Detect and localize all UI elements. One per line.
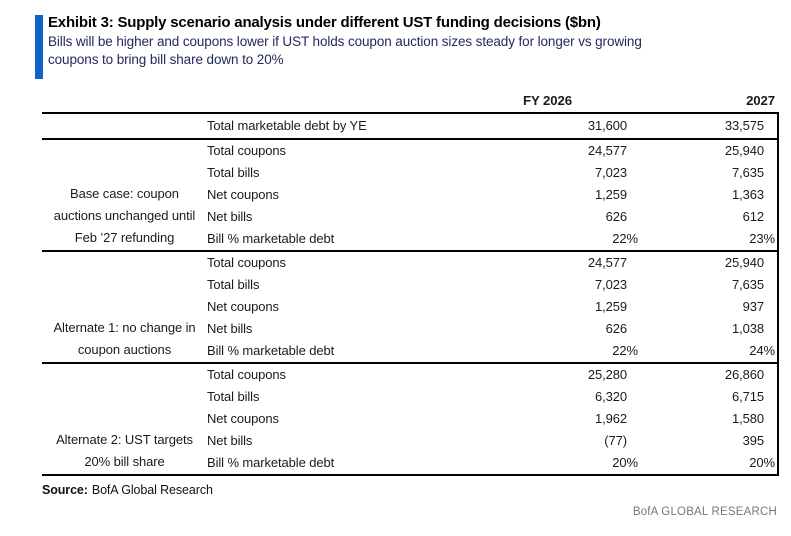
metric-cell: Bill % marketable debt [207,340,455,364]
metric-cell: Total marketable debt by YE [207,112,455,140]
value-2027: 7,635 [640,162,779,184]
table-row: Alternate 1: no change in coupon auction… [42,251,779,364]
table-row: Total bills 6,320 6,715 [42,386,779,408]
exhibit-header: Exhibit 3: Supply scenario analysis unde… [35,13,777,79]
value-2027: 612 [640,206,779,228]
metric-cell: Total coupons [207,367,286,382]
table-row: Total bills 7,023 7,635 [42,162,779,184]
value-fy2026: 24,577 [587,143,627,158]
brand-line: BofA GLOBAL RESEARCH [632,506,777,518]
scenario-alternate-1: Alternate 1: no change in coupon auction… [42,251,779,364]
metric-cell: Bill % marketable debt [207,452,455,476]
total-debt-section: Total marketable debt by YE 31,600 33,57… [42,112,779,140]
value-fy2026: 25,280 [587,367,627,382]
table-row: Net bills 626 612 [42,206,779,228]
metric-cell: Total coupons [207,255,286,270]
value-2027: 24% [640,340,779,364]
metric-cell: Net coupons [207,187,279,202]
metric-cell: Net coupons [207,299,279,314]
metric-cell: Total coupons [207,143,286,158]
value-2027: 6,715 [640,386,779,408]
source-line: Source: BofA Global Research [42,483,791,497]
metric-cell: Total bills [207,389,260,404]
scenario-label: Alternate 2: UST targets 20% bill share [42,363,207,476]
table-row: Net coupons 1,259 937 [42,296,779,318]
metric-cell: Total bills [207,277,260,292]
empty-label-cell [42,112,207,140]
metric-cell: Bill % marketable debt [207,228,455,252]
table-row: Total marketable debt by YE 31,600 33,57… [42,112,779,140]
value-2027: 25,940 [640,251,779,274]
scenario-base-case: Base case: coupon auctions unchanged unt… [42,139,779,252]
scenario-alternate-2: Alternate 2: UST targets 20% bill share … [42,363,779,476]
table-row: Net bills (77) 395 [42,430,779,452]
metric-cell: Net bills [207,433,253,448]
table-row: Alternate 2: UST targets 20% bill share … [42,363,779,476]
table-row: Net coupons 1,259 1,363 [42,184,779,206]
value-fy2026: 22% [455,228,640,252]
table-row: Base case: coupon auctions unchanged unt… [42,139,779,252]
exhibit-subtitle: Bills will be higher and coupons lower i… [48,34,642,67]
metric-cell: Net bills [207,321,253,336]
accent-bar [35,15,43,79]
value-fy2026: 1,962 [594,411,627,426]
header-spacer-metric [207,90,455,113]
table-row: Bill % marketable debt 22% 24% [42,340,779,364]
value-fy2026: 626 [605,209,627,224]
table-row: Total bills 7,023 7,635 [42,274,779,296]
value-fy2026: 6,320 [594,389,627,404]
value-2027: 7,635 [640,274,779,296]
value-fy2026: 1,259 [594,187,627,202]
metric-cell: Net coupons [207,411,279,426]
supply-scenario-table: FY 2026 2027 Total marketable debt by YE… [42,90,779,476]
value-2027: 1,038 [640,318,779,340]
value-fy2026: 20% [455,452,640,476]
value-fy2026: 31,600 [455,112,640,140]
source-label: Source: [42,483,88,497]
metric-cell: Total bills [207,165,260,180]
header-spacer-label [42,90,207,113]
table-row: Net bills 626 1,038 [42,318,779,340]
table-row: Net coupons 1,962 1,580 [42,408,779,430]
header-row: FY 2026 2027 [42,90,778,113]
value-2027: 25,940 [640,139,779,162]
value-fy2026: 22% [455,340,640,364]
value-fy2026: 24,577 [587,255,627,270]
value-2027: 26,860 [640,363,779,386]
value-2027: 1,363 [640,184,779,206]
value-fy2026: 7,023 [594,165,627,180]
value-fy2026: 7,023 [594,277,627,292]
value-fy2026: 626 [605,321,627,336]
column-header-fy2026: FY 2026 [523,93,572,108]
column-header-2027: 2027 [746,93,775,108]
table-row: Bill % marketable debt 20% 20% [42,452,779,476]
table-header: FY 2026 2027 [42,90,778,113]
metric-cell: Net bills [207,209,253,224]
exhibit-title: Exhibit 3: Supply scenario analysis unde… [48,14,601,31]
scenario-label: Alternate 1: no change in coupon auction… [42,251,207,364]
value-2027: 33,575 [640,112,779,140]
scenario-label: Base case: coupon auctions unchanged unt… [42,139,207,252]
value-2027: 395 [640,430,779,452]
source-text: BofA Global Research [91,483,213,497]
value-2027: 937 [640,296,779,318]
value-fy2026: (77) [604,433,627,448]
value-fy2026: 1,259 [594,299,627,314]
value-2027: 1,580 [640,408,779,430]
value-2027: 23% [640,228,779,252]
table-row: Bill % marketable debt 22% 23% [42,228,779,252]
value-2027: 20% [640,452,779,476]
